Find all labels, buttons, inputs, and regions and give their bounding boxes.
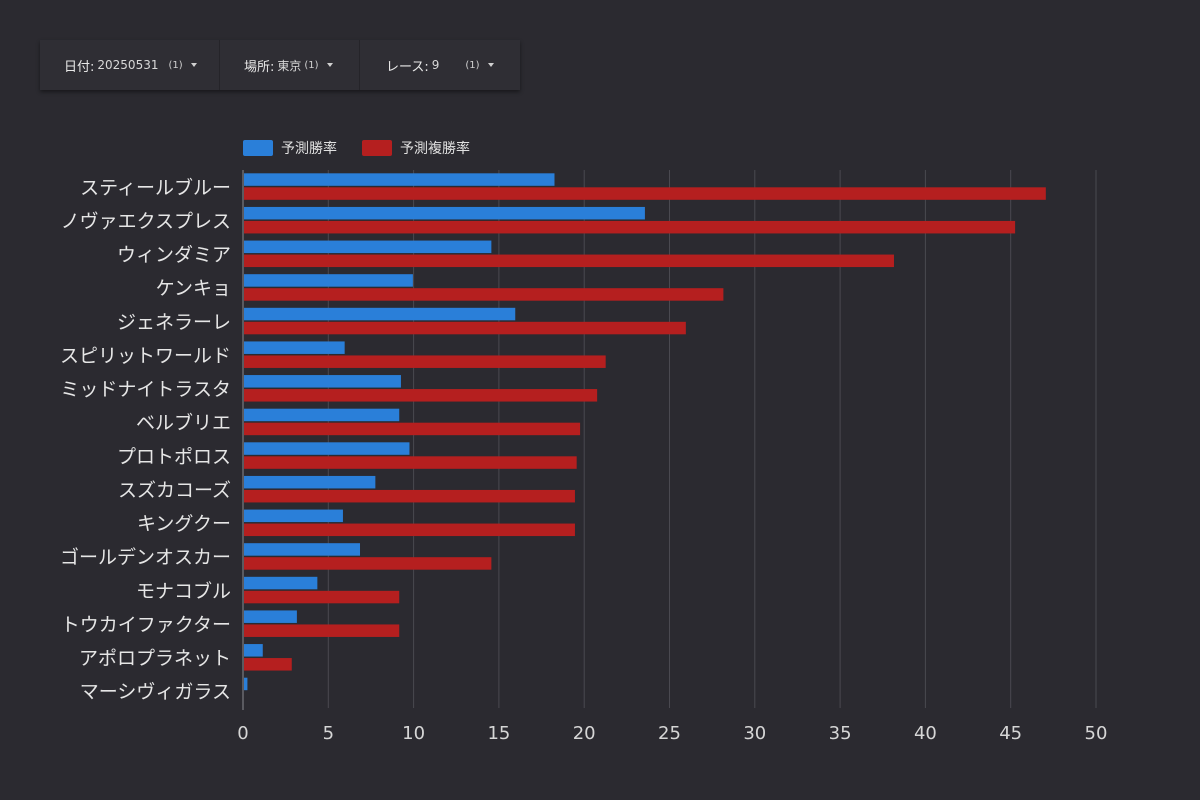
bar-place-rate <box>244 590 400 604</box>
x-tick-label: 5 <box>323 723 334 744</box>
bar-place-rate <box>244 489 575 503</box>
category-label: モナコブル <box>136 579 231 602</box>
place-filter-label: 場所: <box>244 59 275 75</box>
category-label: ベルブリエ <box>136 411 231 434</box>
x-tick-label: 0 <box>237 723 248 744</box>
bar-win-rate <box>244 644 263 657</box>
bar-place-rate <box>244 456 577 469</box>
chevron-down-icon <box>487 63 494 67</box>
bar-win-rate <box>244 173 555 186</box>
category-label: スズカコーズ <box>118 479 231 501</box>
bar-place-rate <box>244 557 492 570</box>
legend-swatch <box>362 140 392 156</box>
bar-place-rate <box>244 422 581 436</box>
category-label: キングクー <box>137 513 231 535</box>
place-filter-value: 東京 <box>277 58 302 73</box>
date-filter-value: 20250531 <box>97 58 159 72</box>
x-tick-label: 35 <box>829 723 852 744</box>
bar-win-rate <box>244 543 361 556</box>
category-label: マーシヴィガラス <box>80 681 231 703</box>
chevron-down-icon <box>190 63 197 67</box>
x-tick-label: 45 <box>999 723 1022 744</box>
x-tick-label: 50 <box>1085 723 1108 744</box>
place-filter-count: (1) <box>304 59 319 71</box>
legend-label: 予測勝率 <box>281 140 337 157</box>
bar-place-rate <box>244 523 575 537</box>
category-label: ノヴァエクスプレス <box>61 210 231 232</box>
category-label: ウィンダミア <box>117 244 231 266</box>
bar-win-rate <box>244 576 318 590</box>
bar-win-rate <box>244 408 400 422</box>
bar-win-rate <box>244 240 492 254</box>
bar-win-rate <box>244 307 516 321</box>
race-filter-label: レース: <box>386 59 429 75</box>
race-filter-value: 9 <box>431 58 440 72</box>
category-label: トウカイファクター <box>61 614 231 636</box>
bar-win-rate <box>244 206 645 220</box>
legend-swatch <box>243 140 273 156</box>
bar-win-rate <box>244 677 248 691</box>
bar-win-rate <box>244 375 401 388</box>
x-tick-label: 40 <box>914 723 937 744</box>
bar-place-rate <box>244 288 724 301</box>
category-label: スティールブルー <box>80 176 231 199</box>
date-filter-count: (1) <box>168 59 183 71</box>
category-label: ケンキョ <box>156 278 231 300</box>
race-filter-count: (1) <box>465 59 480 71</box>
bar-place-rate <box>244 254 894 268</box>
bar-place-rate <box>244 321 686 335</box>
bar-win-rate <box>244 442 410 455</box>
race-filter[interactable]: レース: 9 (1) <box>360 40 520 90</box>
x-tick-label: 25 <box>658 723 681 744</box>
date-filter-label: 日付: <box>64 59 95 75</box>
category-label: アポロプラネット <box>79 648 231 670</box>
bar-place-rate <box>244 187 1046 200</box>
bar-place-rate <box>244 658 292 671</box>
x-tick-label: 20 <box>573 723 596 744</box>
bar-win-rate <box>244 475 376 489</box>
x-tick-label: 10 <box>402 723 425 744</box>
bar-place-rate <box>244 389 598 402</box>
bar-place-rate <box>244 624 400 637</box>
x-tick-label: 30 <box>743 723 766 744</box>
filter-bar: 日付: 20250531 (1) 場所: 東京 (1) レース: 9 (1) <box>40 40 520 90</box>
bar-place-rate <box>244 220 1016 234</box>
category-label: ミッドナイトラスタ <box>60 379 231 401</box>
category-label: ゴールデンオスカー <box>60 547 231 569</box>
category-label: スピリットワールド <box>60 345 231 367</box>
bar-win-rate <box>244 509 343 523</box>
category-label: ジェネラーレ <box>117 311 231 333</box>
bar-win-rate <box>244 341 345 354</box>
bar-win-rate <box>244 610 297 623</box>
x-tick-label: 15 <box>487 723 510 744</box>
chevron-down-icon <box>326 63 333 67</box>
legend-label: 予測複勝率 <box>400 140 470 157</box>
place-filter[interactable]: 場所: 東京 (1) <box>220 40 360 90</box>
date-filter[interactable]: 日付: 20250531 (1) <box>40 40 220 90</box>
bar-place-rate <box>244 355 606 368</box>
category-label: プロトポロス <box>117 446 231 468</box>
bar-win-rate <box>244 274 413 287</box>
